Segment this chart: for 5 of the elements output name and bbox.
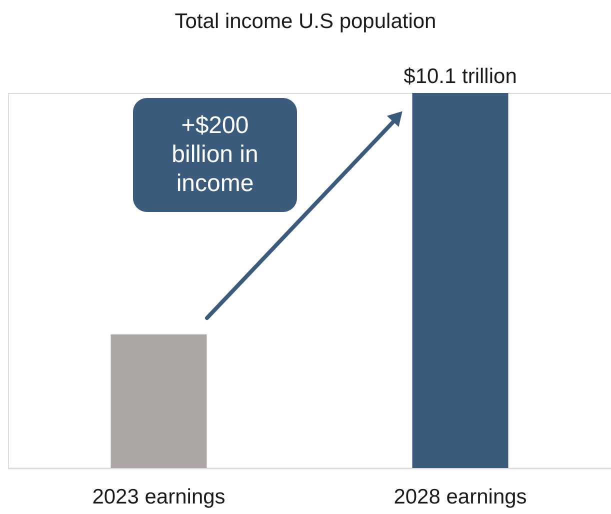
- x-tick-label: 2023 earnings: [92, 486, 226, 508]
- annotation: +$200 billion in income: [172, 112, 258, 197]
- x-tick-label: 2028 earnings: [394, 486, 527, 508]
- chart-title: Total income U.S population: [174, 10, 436, 33]
- data-label: $10.1 trillion: [404, 65, 517, 88]
